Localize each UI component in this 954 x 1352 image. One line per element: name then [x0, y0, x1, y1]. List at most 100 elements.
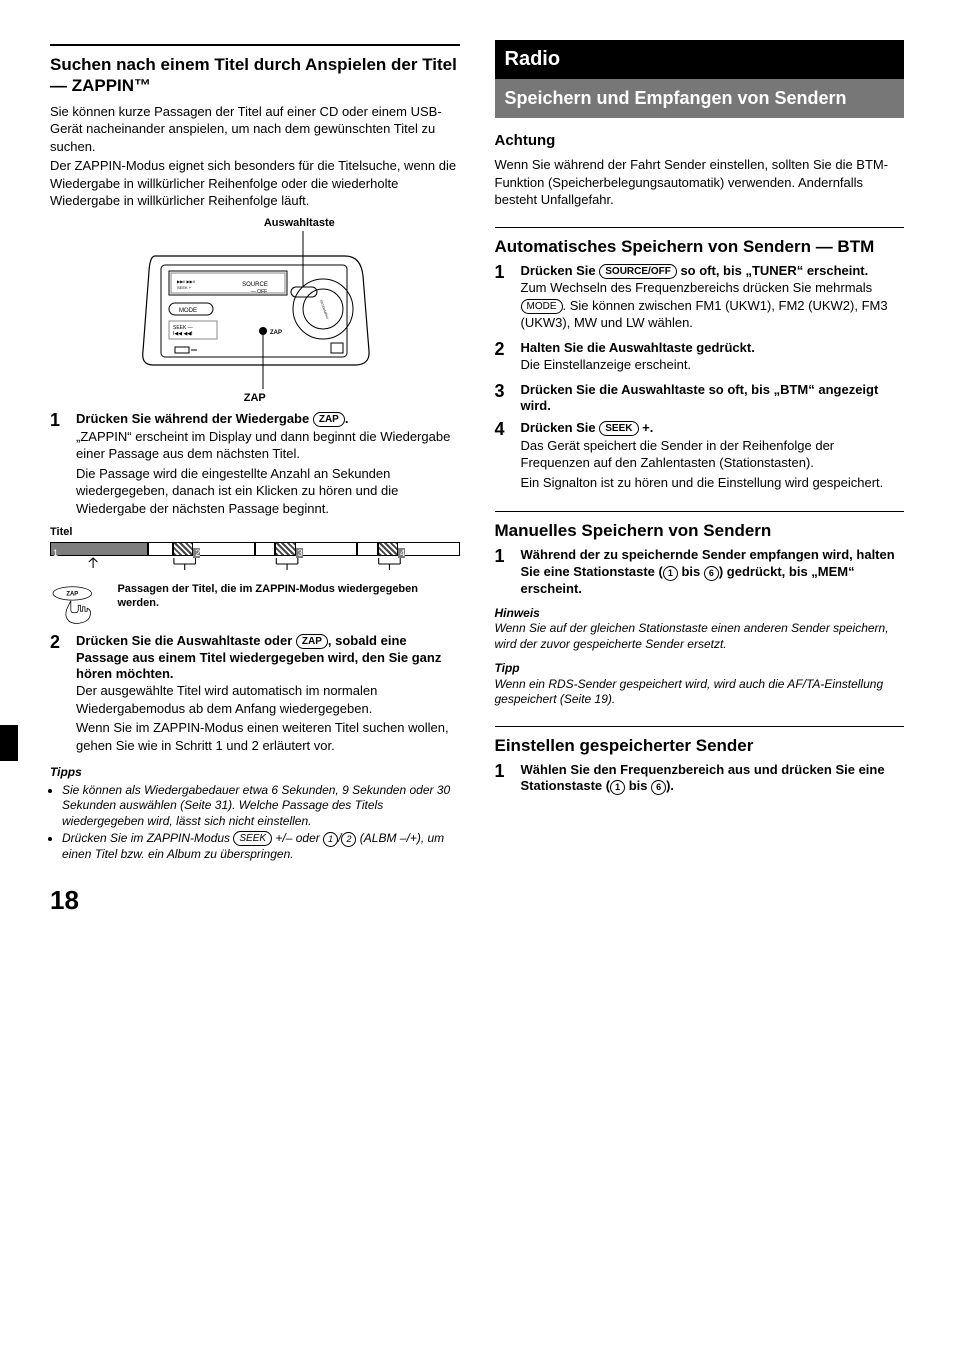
- section-bar-radio: Radio: [495, 40, 905, 79]
- ms1-mid: bis: [678, 564, 704, 579]
- step-number: 2: [50, 633, 76, 756]
- btm-step-2-text: Die Einstellanzeige erscheint.: [521, 356, 905, 374]
- svg-text:MODE: MODE: [179, 308, 197, 314]
- source-off-key: SOURCE/OFF: [599, 264, 677, 279]
- tune-step-1: 1 Wählen Sie den Frequenzbereich aus und…: [495, 762, 905, 795]
- hand-icon: ZAP: [50, 583, 109, 628]
- btm-step-4-p2: Ein Signalton ist zu hören und die Einst…: [521, 474, 905, 492]
- hinweis-heading: Hinweis: [495, 605, 905, 621]
- section-bar-store: Speichern und Empfangen von Sendern: [495, 79, 905, 118]
- section-rule: [495, 511, 905, 512]
- section-rule: [495, 227, 905, 228]
- btm-step-3-title: Drücken Sie die Auswahltaste so oft, bis…: [521, 382, 905, 415]
- intro-paragraph-1: Sie können kurze Passagen der Titel auf …: [50, 103, 460, 156]
- achtung-text: Wenn Sie während der Fahrt Sender einste…: [495, 156, 905, 209]
- titel-brackets: [50, 556, 460, 578]
- left-step-1: 1 Drücken Sie während der Wiedergabe ZAP…: [50, 411, 460, 519]
- titel-pass-2: [173, 542, 193, 556]
- step-number: 4: [495, 420, 521, 493]
- btm-step-1: 1 Drücken Sie SOURCE/OFF so oft, bis „TU…: [495, 263, 905, 334]
- btm-s4-b: +.: [639, 420, 654, 435]
- btm-step-4-p1: Das Gerät speichert die Sender in der Re…: [521, 437, 905, 472]
- seek-key: SEEK: [599, 421, 638, 436]
- titel-gap-3: [357, 542, 377, 556]
- btm-step-4-title: Drücken Sie SEEK +.: [521, 420, 905, 436]
- es1-a: Wählen Sie den Frequenzbereich aus und d…: [521, 762, 885, 793]
- section-rule: [495, 726, 905, 727]
- titel-pass-4: [378, 542, 398, 556]
- manual-step-1: 1 Während der zu speichernde Sender empf…: [495, 547, 905, 597]
- num-1-icon: 1: [663, 566, 678, 581]
- step-1-p1: „ZAPPIN“ erscheint im Display und dann b…: [76, 428, 460, 463]
- tipp-heading: Tipp: [495, 660, 905, 676]
- titel-seg-1: 1: [50, 542, 148, 556]
- section-rule: [50, 44, 460, 46]
- page-columns: Suchen nach einem Titel durch Anspielen …: [50, 40, 904, 918]
- step-number: 1: [495, 762, 521, 795]
- svg-text:ZAP: ZAP: [66, 591, 78, 597]
- step-number: 1: [495, 263, 521, 334]
- btm-s4-a: Drücken Sie: [521, 420, 600, 435]
- mode-key: MODE: [521, 299, 563, 314]
- svg-text:ZAP: ZAP: [270, 330, 282, 336]
- left-step-2: 2 Drücken Sie die Auswahltaste oder ZAP,…: [50, 633, 460, 756]
- step-1-title-a: Drücken Sie während der Wiedergabe: [76, 411, 313, 426]
- device-figure: Auswahltaste SOURCE — OFF ▶▶II ▶▶II SEEK…: [135, 216, 375, 406]
- zap-key: ZAP: [313, 412, 345, 427]
- figure-label-top: Auswahltaste: [135, 216, 375, 231]
- btm-s1-a: Drücken Sie: [521, 263, 600, 278]
- btm-step-1-title: Drücken Sie SOURCE/OFF so oft, bis „TUNE…: [521, 263, 905, 279]
- titel-label: Titel: [50, 525, 460, 540]
- step-2-p1: Der ausgewählte Titel wird automatisch i…: [76, 682, 460, 717]
- tune-step-1-title: Wählen Sie den Frequenzbereich aus und d…: [521, 762, 905, 795]
- page-number: 18: [50, 883, 460, 918]
- step-1-title-b: .: [345, 411, 349, 426]
- titel-segments: 1 2 3 4: [50, 542, 460, 556]
- tip-2-a: Drücken Sie im ZAPPIN-Modus: [62, 831, 233, 845]
- num-1-icon: 1: [610, 780, 625, 795]
- left-heading: Suchen nach einem Titel durch Anspielen …: [50, 54, 460, 97]
- figure-label-bottom: ZAP: [135, 391, 375, 406]
- titel-seg-2: 2: [193, 542, 254, 556]
- step-number: 2: [495, 340, 521, 376]
- tipps-heading: Tipps: [50, 764, 460, 780]
- page-edge-tab: [0, 725, 18, 761]
- step-number: 1: [495, 547, 521, 597]
- tune-heading: Einstellen gespeicherter Sender: [495, 735, 905, 756]
- btm-step-4: 4 Drücken Sie SEEK +. Das Gerät speicher…: [495, 420, 905, 493]
- titel-diagram: Titel 1 2 3 4: [50, 525, 460, 627]
- zap-key: ZAP: [296, 634, 328, 649]
- num-6-icon: 6: [651, 780, 666, 795]
- step-2-title-a: Drücken Sie die Auswahltaste oder: [76, 633, 296, 648]
- tipps-list: Sie können als Wiedergabedauer etwa 6 Se…: [50, 783, 460, 863]
- tipp-text: Wenn ein RDS-Sender gespeichert wird, wi…: [495, 677, 905, 708]
- intro-paragraph-2: Der ZAPPIN-Modus eignet sich besonders f…: [50, 157, 460, 210]
- right-column: Radio Speichern und Empfangen von Sender…: [495, 40, 905, 918]
- step-1-p2: Die Passage wird die eingestellte Anzahl…: [76, 465, 460, 518]
- btm-heading: Automatisches Speichern von Sendern — BT…: [495, 236, 905, 257]
- hinweis-text: Wenn Sie auf der gleichen Stationstaste …: [495, 621, 905, 652]
- btm-step-2-title: Halten Sie die Auswahltaste gedrückt.: [521, 340, 905, 356]
- tip-2-b: +/– oder: [272, 831, 323, 845]
- manual-step-1-title: Während der zu speichernde Sender empfan…: [521, 547, 905, 597]
- es1-b: ).: [666, 778, 674, 793]
- svg-text:SOURCE: SOURCE: [242, 282, 268, 288]
- btm-step-2: 2 Halten Sie die Auswahltaste gedrückt. …: [495, 340, 905, 376]
- step-2-p2: Wenn Sie im ZAPPIN-Modus einen weiteren …: [76, 719, 460, 754]
- achtung-heading: Achtung: [495, 132, 905, 151]
- btm-s1-p-b: . Sie können zwischen FM1 (UKW1), FM2 (U…: [521, 298, 888, 331]
- titel-caption: Passagen der Titel, die im ZAPPIN-Modus …: [117, 583, 459, 611]
- btm-step-3: 3 Drücken Sie die Auswahltaste so oft, b…: [495, 382, 905, 415]
- titel-seg-4: 4: [398, 542, 459, 556]
- num-1-icon: 1: [323, 832, 338, 847]
- step-1-title: Drücken Sie während der Wiedergabe ZAP.: [76, 411, 460, 427]
- device-illustration: SOURCE — OFF ▶▶II ▶▶II SEEK + MODE SEEK …: [135, 231, 375, 391]
- svg-text:SEEK +: SEEK +: [177, 285, 192, 290]
- titel-gap-1: [148, 542, 173, 556]
- manual-heading: Manuelles Speichern von Sendern: [495, 520, 905, 541]
- step-number: 3: [495, 382, 521, 415]
- num-2-icon: 2: [341, 832, 356, 847]
- titel-gap-2: [255, 542, 275, 556]
- svg-text:I◀◀ ◀◀I: I◀◀ ◀◀I: [173, 331, 193, 337]
- btm-s1-b: so oft, bis „TUNER“ erscheint.: [677, 263, 868, 278]
